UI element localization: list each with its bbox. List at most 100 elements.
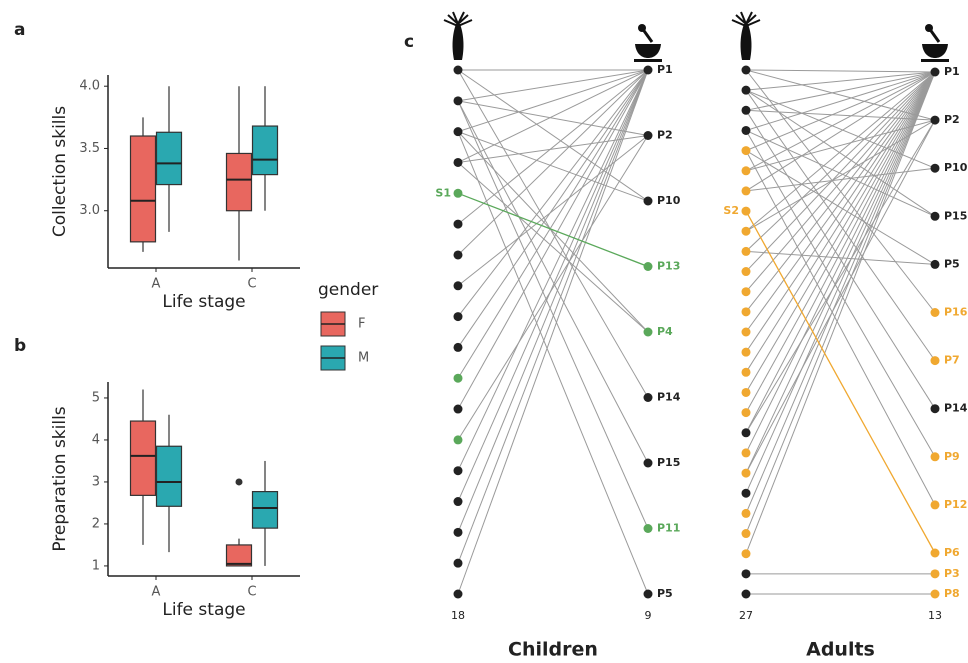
y-tick-label: 1 — [92, 558, 100, 573]
edge — [745, 71, 936, 272]
x-axis-label: Life stage — [162, 600, 245, 620]
edge — [745, 71, 936, 474]
right-count: 9 — [645, 609, 652, 622]
y-tick-label: 4.0 — [79, 79, 100, 94]
left-node — [453, 65, 463, 75]
node-label: S1 — [435, 186, 451, 199]
node-label: P16 — [944, 306, 968, 319]
left-node — [453, 342, 463, 352]
edge — [745, 71, 936, 373]
edge — [745, 150, 936, 265]
left-node — [741, 287, 751, 297]
left-node — [453, 497, 463, 507]
left-node — [741, 166, 751, 176]
panel-label: a — [14, 20, 25, 40]
edge — [745, 71, 936, 454]
left-count: 18 — [451, 609, 465, 622]
edge — [745, 71, 936, 333]
left-node — [453, 312, 463, 322]
x-tick-label: A — [152, 585, 161, 600]
right-node — [930, 548, 940, 558]
right-node — [930, 452, 940, 462]
right-node — [643, 327, 653, 337]
x-axis-label: Life stage — [162, 292, 245, 312]
edge — [745, 71, 936, 534]
y-tick-label: 2 — [92, 516, 100, 531]
edge — [457, 131, 649, 595]
outlier — [235, 478, 243, 486]
edge — [745, 71, 936, 393]
tree-crown — [731, 11, 761, 28]
left-node — [453, 281, 463, 291]
edge — [457, 100, 649, 136]
right-node — [930, 211, 940, 221]
right-node — [643, 196, 653, 206]
right-node — [930, 115, 940, 125]
left-node — [741, 267, 751, 277]
box — [129, 135, 157, 243]
edge — [745, 69, 936, 121]
highlight-edge — [457, 192, 649, 268]
edge — [457, 69, 649, 317]
left-node — [741, 105, 751, 115]
edge — [745, 119, 936, 172]
right-node — [643, 65, 653, 75]
edge — [745, 71, 936, 252]
edge — [745, 69, 936, 313]
edge — [457, 135, 649, 441]
edge — [745, 71, 936, 554]
highlight-edge — [745, 210, 936, 554]
edge — [457, 69, 649, 379]
bowl-icon — [922, 44, 948, 58]
x-tick-label: C — [247, 585, 256, 600]
right-node — [930, 259, 940, 269]
node-label: P9 — [944, 450, 960, 463]
left-node — [741, 589, 751, 599]
node-label: P14 — [657, 391, 681, 404]
left-node — [453, 219, 463, 229]
edge — [745, 89, 936, 217]
edge — [745, 130, 936, 217]
left-node — [741, 488, 751, 498]
edge — [745, 69, 936, 73]
network-title: Adults — [806, 639, 875, 661]
left-node — [453, 527, 463, 537]
edge — [457, 162, 649, 333]
y-tick-label: 3 — [92, 474, 100, 489]
left-node — [741, 569, 751, 579]
box — [155, 445, 183, 507]
left-node — [741, 549, 751, 559]
network-title: Children — [508, 639, 598, 661]
legend-label: F — [358, 317, 365, 332]
x-tick-label: A — [152, 277, 161, 292]
edge — [457, 131, 649, 333]
edge — [745, 71, 936, 172]
edge — [745, 71, 936, 131]
edge — [457, 69, 649, 564]
y-axis-label: Collection skills — [50, 106, 70, 237]
box — [129, 420, 157, 496]
node-label: P3 — [944, 567, 960, 580]
left-node — [741, 387, 751, 397]
edge — [457, 69, 649, 533]
bowl-icon — [635, 44, 661, 58]
right-node — [930, 404, 940, 414]
node-label: P1 — [657, 63, 673, 76]
edge — [745, 150, 936, 506]
right-node — [643, 589, 653, 599]
node-label: P15 — [657, 456, 680, 469]
edge — [457, 69, 649, 225]
edge — [457, 69, 649, 471]
edge — [457, 69, 649, 202]
tree-icon — [452, 24, 464, 60]
right-node — [930, 589, 940, 599]
edge — [457, 131, 649, 202]
right-node — [643, 262, 653, 271]
box — [251, 125, 279, 176]
edge — [745, 119, 936, 474]
edge — [745, 110, 936, 409]
edge — [745, 89, 936, 169]
edge — [457, 69, 649, 410]
legend-title: gender — [318, 280, 378, 300]
